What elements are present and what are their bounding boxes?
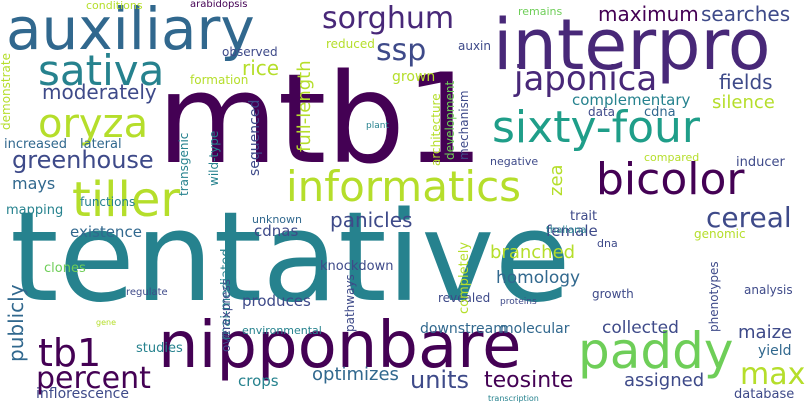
word-crops: crops [238, 372, 279, 390]
word-increased: increased [4, 137, 68, 152]
word-sixty-four: sixty-four [492, 102, 700, 153]
word-unknown: unknown [252, 213, 302, 226]
word-proteins: proteins [500, 297, 537, 307]
word-zea: zea [546, 164, 567, 196]
word-oryza: oryza [38, 101, 149, 147]
word-auxiliary: auxiliary [6, 0, 255, 63]
word-phenotypes: phenotypes [707, 261, 721, 332]
word-formation: formation [190, 73, 249, 87]
word-regulate: regulate [126, 287, 168, 298]
word-tb1: tb1 [38, 331, 102, 375]
word-ssp: ssp [376, 33, 427, 68]
word-informatics: informatics [286, 162, 522, 211]
word-revealed: revealed [438, 291, 491, 305]
word-trait: trait [570, 209, 598, 224]
word-tentative: tentative [10, 186, 571, 330]
word-architecture: architecture [429, 93, 443, 166]
word-homology: homology [496, 268, 581, 288]
word-wild-type: wild-type [207, 130, 221, 186]
word-lateral: lateral [80, 137, 122, 152]
word-produces: produces [242, 292, 311, 310]
word-thaliana: thaliana [546, 225, 587, 236]
word-growth: growth [592, 287, 634, 301]
word-assigned: assigned [624, 370, 705, 391]
word-dna: dna [597, 237, 618, 250]
word-paddy: paddy [578, 322, 734, 380]
word-database: database [734, 387, 795, 402]
word-existence: existence [70, 223, 142, 241]
word-cereal: cereal [706, 201, 792, 234]
word-studies: studies [136, 341, 183, 356]
word-analysis: analysis [744, 283, 793, 297]
word-gene: gene [96, 318, 116, 327]
word-units: units [410, 366, 470, 394]
word-nipponbare: nipponbare [158, 309, 522, 383]
word-sequenced: sequenced [247, 99, 263, 176]
word-interpro: interpro [493, 4, 771, 86]
word-yield: yield [758, 343, 792, 359]
word-tiller: tiller [72, 172, 181, 228]
word-cdna: cdna [644, 105, 676, 120]
word-japonica: japonica [514, 59, 658, 99]
word-female: female [546, 222, 598, 240]
word-reduced: reduced [326, 37, 375, 51]
word-environmental: environmental [242, 324, 322, 337]
word-teosinte: teosinte [484, 368, 574, 393]
word-percent: percent [36, 361, 151, 396]
word-downstream: downstream [420, 321, 507, 337]
word-data: data [588, 105, 616, 119]
word-conditions: conditions [86, 0, 143, 12]
word-full-length: full-length [294, 60, 315, 152]
word-complementary: complementary [572, 91, 691, 109]
word-inducer: inducer [736, 155, 785, 170]
word-molecular: molecular [500, 321, 570, 337]
word-inflorescence: inflorescence [36, 386, 129, 402]
word-plant: plant [366, 121, 389, 131]
word-silence: silence [712, 92, 775, 113]
word-arabidopsis: arabidopsis [190, 0, 248, 10]
word-development: development [443, 80, 457, 160]
word-auxin: auxin [458, 39, 491, 53]
word-compared: compared [644, 151, 700, 164]
word-bicolor: bicolor [596, 154, 745, 205]
word-fields: fields [719, 70, 773, 94]
word-maize: maize [738, 322, 793, 343]
word-max: max [740, 357, 806, 392]
word-clones: clones [44, 261, 86, 276]
word-branched: branched [490, 242, 576, 263]
word-transcription: transcription [488, 394, 539, 403]
word-grown: grown [392, 69, 436, 85]
word-mays: mays [12, 174, 56, 193]
word-collected: collected [602, 318, 679, 338]
word-sorghum: sorghum [322, 1, 455, 36]
word-mtb1: mtb1 [157, 48, 485, 192]
word-pathways: pathways [343, 274, 357, 332]
word-panicles: panicles [330, 208, 413, 232]
word-moderately: moderately [42, 80, 157, 104]
word-genomic: genomic [694, 227, 746, 241]
word-cdnas: cdnas [254, 222, 299, 240]
word-knockdown: knockdown [320, 259, 394, 274]
word-greenhouse: greenhouse [12, 146, 154, 174]
word-rice: rice [242, 56, 280, 80]
word-searches: searches [701, 2, 791, 26]
word-optimizes: optimizes [312, 364, 399, 385]
word-completely: completely [457, 241, 472, 314]
word-sativa: sativa [38, 46, 165, 95]
word-functions: functions [80, 195, 136, 209]
word-negative: negative [490, 155, 539, 168]
word-maximum: maximum [598, 2, 699, 26]
word-observed: observed [222, 45, 278, 59]
word-demonstrate: demonstrate [0, 53, 13, 130]
word-transgenic: transgenic [177, 132, 191, 196]
word-publicly: publicly [4, 284, 28, 362]
word-mapping: mapping [6, 203, 64, 218]
word-mechanism: mechanism [457, 90, 471, 160]
word-remains: remains [518, 5, 563, 18]
word-overexpress: overexpress [219, 279, 233, 352]
